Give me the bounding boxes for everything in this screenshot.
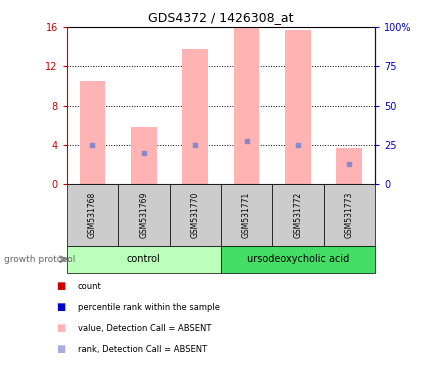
Text: ■: ■: [56, 323, 65, 333]
Text: ■: ■: [56, 281, 65, 291]
Point: [294, 142, 301, 148]
Text: percentile rank within the sample: percentile rank within the sample: [77, 303, 219, 312]
Bar: [80, 81, 105, 184]
Bar: [67, 246, 221, 273]
Text: ■: ■: [56, 344, 65, 354]
Bar: [118, 184, 169, 246]
Bar: [233, 27, 259, 184]
Point: [140, 150, 147, 156]
Bar: [336, 148, 361, 184]
Text: count: count: [77, 281, 101, 291]
Text: GSM531773: GSM531773: [344, 192, 353, 238]
Text: value, Detection Call = ABSENT: value, Detection Call = ABSENT: [77, 324, 210, 333]
Text: growth protocol: growth protocol: [4, 255, 76, 264]
Point: [89, 142, 96, 148]
Point: [345, 161, 352, 167]
Bar: [131, 127, 157, 184]
Text: ■: ■: [56, 302, 65, 312]
Text: GSM531770: GSM531770: [190, 192, 199, 238]
Text: ursodeoxycholic acid: ursodeoxycholic acid: [246, 254, 348, 264]
Point: [243, 138, 249, 144]
Text: GSM531771: GSM531771: [242, 192, 251, 238]
Bar: [182, 48, 208, 184]
Bar: [220, 246, 374, 273]
Text: GSM531772: GSM531772: [293, 192, 302, 238]
Bar: [220, 184, 272, 246]
Point: [191, 142, 198, 148]
Bar: [67, 184, 118, 246]
Bar: [272, 184, 323, 246]
Bar: [284, 30, 310, 184]
Title: GDS4372 / 1426308_at: GDS4372 / 1426308_at: [148, 11, 293, 24]
Bar: [169, 184, 220, 246]
Text: GSM531768: GSM531768: [88, 192, 97, 238]
Text: GSM531769: GSM531769: [139, 192, 148, 238]
Bar: [323, 184, 374, 246]
Text: control: control: [127, 254, 160, 264]
Text: rank, Detection Call = ABSENT: rank, Detection Call = ABSENT: [77, 345, 206, 354]
